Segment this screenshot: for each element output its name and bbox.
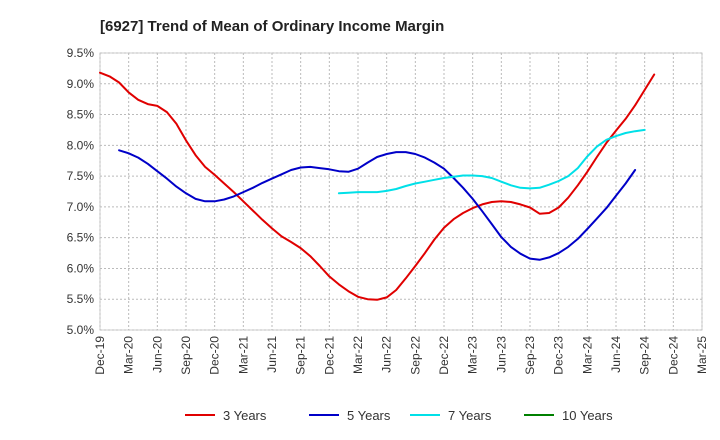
x-tick-label: Mar-21 [236,336,250,374]
legend-label: 10 Years [562,408,613,423]
y-tick-label: 8.5% [67,108,95,122]
series-lines [99,71,656,301]
y-tick-label: 7.0% [67,200,95,214]
grid [99,52,703,331]
x-tick-label: Sep-23 [523,336,537,375]
y-tick-label: 5.5% [67,292,95,306]
x-tick-label: Jun-20 [150,336,164,373]
x-tick-label: Sep-21 [294,336,308,375]
x-tick-label: Dec-19 [93,336,107,375]
legend-label: 5 Years [347,408,391,423]
y-tick-label: 5.0% [67,323,95,337]
y-axis-ticks: 9.5% 9.0% 8.5% 8.0% 7.5% 7.0% 6.5% 6.0% 5.5% 5.0% [67,46,95,337]
y-tick-label: 9.0% [67,77,95,91]
x-tick-label: Dec-23 [552,336,566,375]
x-tick-label: Jun-23 [494,336,508,373]
x-tick-label: Sep-20 [179,336,193,375]
x-tick-label: Sep-22 [408,336,422,375]
series-line-5-years [118,149,637,261]
x-tick-label: Mar-25 [695,336,709,374]
y-tick-label: 8.0% [67,138,95,152]
x-tick-label: Mar-23 [466,336,480,374]
plot-area [99,52,703,331]
x-tick-label: Jun-24 [609,336,623,373]
x-tick-label: Mar-20 [122,336,136,374]
legend: 3 Years 5 Years 7 Years 10 Years [185,408,613,423]
y-tick-label: 6.5% [67,231,95,245]
x-tick-label: Sep-24 [638,336,652,375]
x-tick-label: Jun-22 [380,336,394,373]
x-tick-label: Mar-22 [351,336,365,374]
legend-label: 7 Years [448,408,492,423]
x-tick-label: Mar-24 [580,336,594,374]
y-tick-label: 6.0% [67,261,95,275]
x-tick-label: Jun-21 [265,336,279,373]
series-line-7-years [337,128,646,195]
y-tick-label: 7.5% [67,169,95,183]
series-line-3-years [99,71,656,301]
chart-title: [6927] Trend of Mean of Ordinary Income … [100,18,444,35]
legend-label: 3 Years [223,408,267,423]
y-tick-label: 9.5% [67,46,95,60]
x-tick-label: Dec-24 [666,336,680,375]
x-axis-ticks: Dec-19 Mar-20 Jun-20 Sep-20 Dec-20 Mar-21 Jun-… [93,336,709,375]
x-tick-label: Dec-20 [208,336,222,375]
x-tick-label: Dec-21 [322,336,336,375]
x-tick-label: Dec-22 [437,336,451,375]
